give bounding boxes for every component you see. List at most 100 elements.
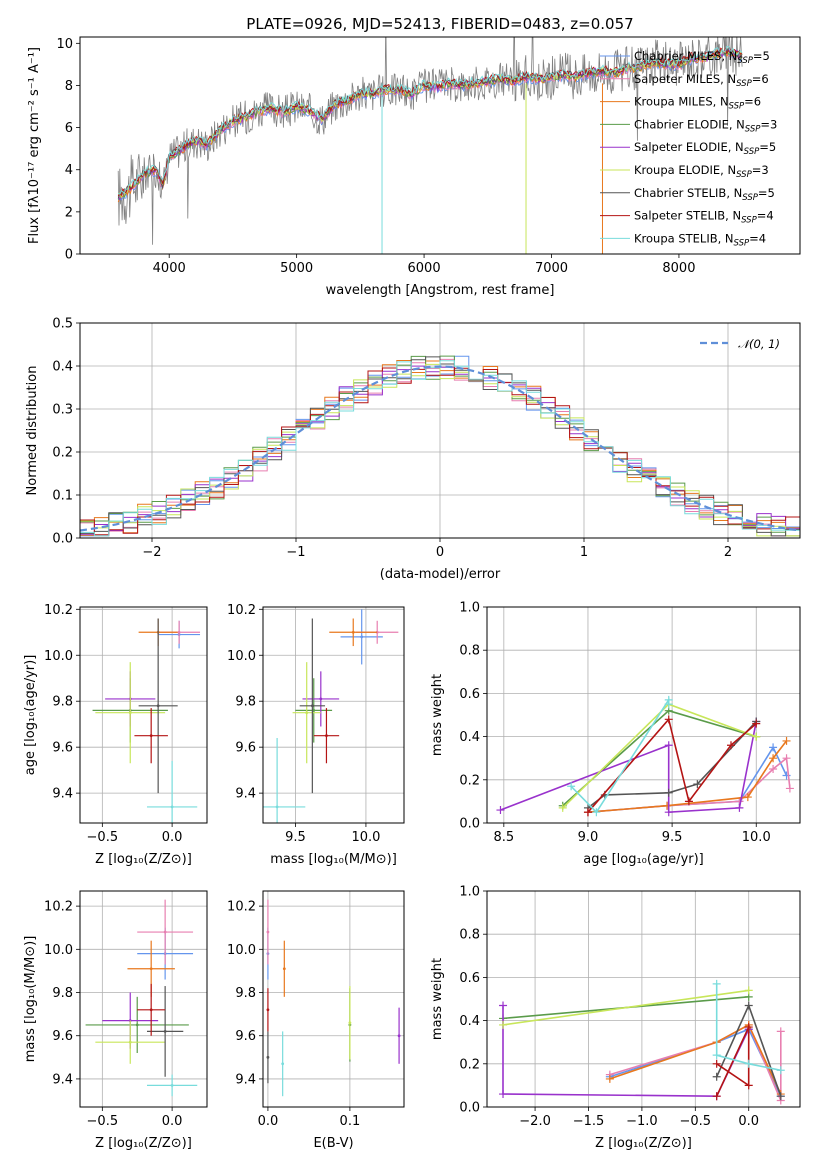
series-line <box>502 989 749 1026</box>
plus-marker <box>664 700 673 709</box>
point-marker <box>128 711 132 715</box>
y-tick-label: 10.0 <box>227 649 256 664</box>
legend-label-main: Salpeter STELIB, N <box>634 209 741 223</box>
y-tick-label: 0.1 <box>52 489 73 504</box>
y-tick-label: 9.6 <box>52 1029 73 1044</box>
point-marker <box>177 630 181 634</box>
y-tick-label: 9.8 <box>52 986 73 1001</box>
mass-weight-series-salpeter-elodie <box>496 717 761 817</box>
x-tick-label: 0.1 <box>340 1114 361 1129</box>
y-tick-label: 10.2 <box>44 900 73 915</box>
errorbar-point <box>263 737 306 823</box>
plus-marker <box>663 801 672 810</box>
y-tick-label: 10.2 <box>44 603 73 618</box>
legend-label-suffix: =3 <box>760 117 777 131</box>
errorbar-point <box>266 1031 270 1084</box>
mass-weight-vs-metallicity-panel: −2.0 −1.5 −1.0 −0.5 0.0 0.0 0.2 0.4 0.6 0.8 1.0 Z [… <box>430 885 801 1151</box>
plus-marker <box>664 808 673 817</box>
y-tick-label: 0 <box>65 248 73 263</box>
plus-marker <box>664 788 673 797</box>
series-line <box>715 1026 750 1097</box>
x-tick-label: 4000 <box>153 261 186 276</box>
plus-marker <box>776 1066 785 1075</box>
plot-area <box>92 618 201 823</box>
x-axis-label: Z [log₁₀(Z/Z⊙)] <box>95 1136 192 1151</box>
legend-label-suffix: =6 <box>744 95 761 109</box>
legend-label-main: Chabrier MILES, N <box>634 49 737 63</box>
point-marker <box>149 967 153 971</box>
plus-marker <box>496 806 505 815</box>
legend-label: Chabrier STELIB, NSSP=5 <box>634 186 775 203</box>
x-tick-label: 9.5 <box>285 830 306 845</box>
y-tick-label: 10 <box>56 37 73 52</box>
legend-label-main: Kroupa ELODIE, N <box>634 163 736 177</box>
legend-label-main: Salpeter MILES, N <box>634 72 736 86</box>
plus-marker <box>744 1081 753 1090</box>
y-tick-label: 0.4 <box>459 730 480 745</box>
plot-area <box>263 609 399 823</box>
legend-label: Kroupa ELODIE, NSSP=3 <box>634 163 769 180</box>
x-tick-label: 2 <box>724 545 732 560</box>
y-tick-label: 0.0 <box>52 532 73 547</box>
y-tick-label: 9.6 <box>52 741 73 756</box>
x-tick-label: 7000 <box>535 261 568 276</box>
residual-histogram-kroupa-elodie <box>80 363 800 537</box>
legend-label-suffix: =4 <box>757 209 774 223</box>
legend-label-main: Kroupa STELIB, N <box>634 231 734 245</box>
gridlines <box>487 890 800 1108</box>
x-tick-label: 6000 <box>408 261 441 276</box>
y-tick-label: 0.6 <box>459 971 480 986</box>
plus-marker <box>744 1001 753 1010</box>
legend-label-main: Salpeter ELODIE, N <box>634 140 744 154</box>
legend-label: 𝒩(0, 1) <box>738 337 780 351</box>
legend-label: Chabrier MILES, NSSP=5 <box>634 49 770 66</box>
axes-frame <box>262 606 405 824</box>
point-marker <box>282 967 286 971</box>
y-axis-label: mass weight <box>430 958 445 1040</box>
legend-label-sub: SSP <box>736 170 752 180</box>
errorbar-point <box>266 899 270 965</box>
legend-label-sub: SSP <box>745 124 761 134</box>
errorbar-point <box>266 988 270 1032</box>
y-tick-label: 9.4 <box>235 787 256 802</box>
series-line <box>562 709 757 807</box>
y-tick-label: 9.8 <box>235 986 256 1001</box>
errorbar-point <box>146 760 198 823</box>
point-marker <box>275 805 279 809</box>
x-axis-label: Z [log₁₀(Z/Z⊙)] <box>95 852 192 867</box>
plus-marker <box>499 1001 508 1010</box>
x-axis-label: age [log₁₀(age/yr)] <box>583 852 704 867</box>
y-tick-label: 9.8 <box>52 695 73 710</box>
legend-label-sub: SSP <box>736 79 752 89</box>
point-marker <box>149 1008 153 1012</box>
errorbar-point <box>95 662 166 764</box>
y-tick-label: 9.4 <box>235 1072 256 1087</box>
legend-label-suffix: =5 <box>753 49 770 63</box>
series-line <box>609 1023 782 1095</box>
plus-marker <box>769 743 778 752</box>
residuals-panel: −2 −1 0 1 2 0.0 0.1 0.2 0.3 0.4 0.5 (data-model)/er… <box>25 317 801 582</box>
point-marker <box>266 1008 270 1012</box>
y-axis-label: mass [log₁₀(M/M⊙)] <box>23 936 38 1063</box>
age-vs-metallicity-panel: −0.5 0.0 9.4 9.6 9.8 10.0 10.2 Z [log₁₀(Z/Z⊙)] a… <box>23 603 208 867</box>
x-tick-label: −0.5 <box>87 1114 119 1129</box>
legend-label-suffix: =6 <box>752 72 769 86</box>
x-tick-label: 8.5 <box>493 830 514 845</box>
plus-marker <box>769 765 778 773</box>
y-tick-label: 0.8 <box>459 928 480 943</box>
y-tick-label: 10.0 <box>44 649 73 664</box>
x-tick-label: −1 <box>286 545 305 560</box>
x-axis-label: E(B-V) <box>313 1136 353 1151</box>
gridlines <box>263 607 404 823</box>
plot-area <box>496 695 794 817</box>
point-marker <box>149 734 153 738</box>
legend-label: Salpeter STELIB, NSSP=4 <box>634 209 774 226</box>
plus-marker <box>712 1051 721 1060</box>
residual-histogram-kroupa-stelib <box>80 360 800 537</box>
x-tick-label: −2.0 <box>519 1114 551 1129</box>
x-axis-label: (data-model)/error <box>380 567 501 582</box>
residuals-legend: 𝒩(0, 1) <box>700 337 780 351</box>
x-tick-label: 9.0 <box>578 830 599 845</box>
errorbar-point <box>299 618 326 794</box>
